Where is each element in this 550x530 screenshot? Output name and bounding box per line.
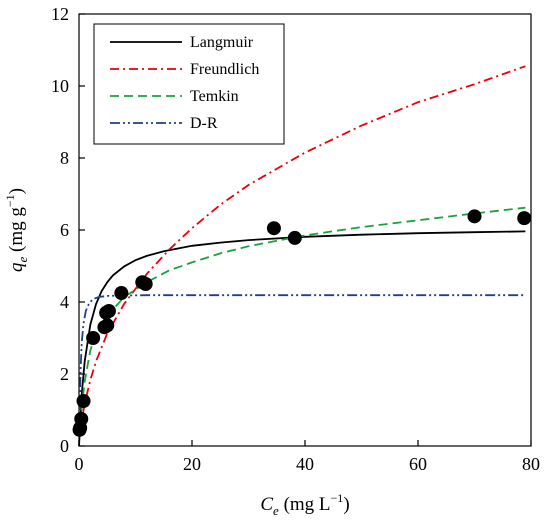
y-tick-label: 8 — [60, 148, 69, 168]
observed-point — [517, 211, 532, 226]
y-tick-label: 10 — [51, 76, 69, 96]
axis-ticks: 0 20 40 60 80 0 2 4 6 8 10 12 — [51, 4, 540, 474]
x-tick-label: 60 — [409, 454, 427, 474]
observed-point — [100, 318, 115, 333]
y-axis-label: qe (mg g−1) — [3, 188, 30, 272]
y-tick-label: 4 — [60, 292, 69, 312]
observed-point — [74, 412, 89, 426]
legend: Langmuir Freundlich Temkin D-R — [93, 23, 285, 145]
x-tick-label: 0 — [75, 454, 84, 474]
d-r-curve — [78, 294, 526, 411]
freundlich-curve — [79, 65, 526, 435]
observed-point — [266, 221, 281, 236]
y-tick-label: 0 — [60, 436, 69, 456]
x-tick-label: 80 — [522, 454, 540, 474]
legend-label-d-r: D-R — [190, 115, 218, 132]
legend-label-langmuir: Langmuir — [190, 34, 254, 51]
observed-point — [76, 394, 91, 408]
legend-box — [93, 23, 285, 145]
observed-point — [86, 331, 101, 345]
y-tick-label: 6 — [60, 220, 69, 240]
fit-curves — [78, 65, 526, 447]
observed-point — [114, 286, 129, 300]
observed-points — [72, 209, 532, 437]
y-tick-label: 12 — [51, 4, 69, 24]
legend-label-temkin: Temkin — [190, 88, 239, 105]
legend-label-freundlich: Freundlich — [190, 61, 259, 78]
observed-point — [467, 209, 482, 224]
temkin-curve — [79, 206, 526, 425]
observed-point — [138, 277, 153, 291]
x-tick-label: 20 — [183, 454, 201, 474]
observed-point — [101, 304, 116, 318]
x-axis-label: Ce (mg L−1) — [260, 491, 349, 518]
x-tick-label: 40 — [296, 454, 314, 474]
observed-point — [287, 230, 302, 245]
y-tick-label: 2 — [60, 364, 69, 384]
langmuir-curve — [78, 230, 526, 447]
